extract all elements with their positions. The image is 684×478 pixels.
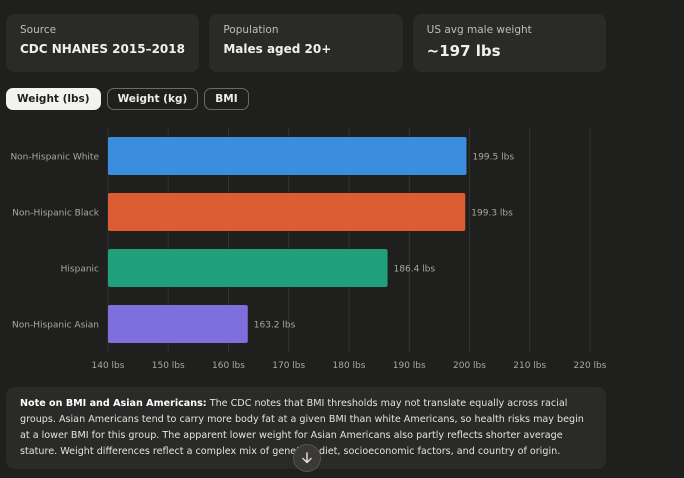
x-tick-label: 190 lbs — [393, 361, 426, 371]
stat-cards: Source CDC NHANES 2015–2018 Population M… — [6, 14, 606, 72]
weight-bar-chart: 140 lbs 150 lbs 160 lbs 170 lbs 180 lbs 190 l… — [10, 128, 607, 371]
category-label: Hispanic — [61, 265, 99, 275]
stat-card-avg-weight: US avg male weight ~197 lbs — [412, 14, 606, 72]
x-tick-label: 180 lbs — [333, 361, 366, 371]
stat-card-source: Source CDC NHANES 2015–2018 — [6, 14, 200, 72]
value-label: 186.4 lbs — [394, 265, 436, 275]
tab-bmi[interactable]: BMI — [204, 88, 249, 110]
note-title: Note on BMI and Asian Americans: — [20, 398, 207, 409]
stat-label: US avg male weight — [426, 24, 532, 36]
scroll-down-button[interactable] — [293, 444, 321, 472]
metric-tabs: Weight (lbs) Weight (kg) BMI — [6, 88, 249, 110]
x-tick-label: 150 lbs — [152, 361, 185, 371]
x-tick-label: 210 lbs — [513, 361, 546, 371]
stat-value: ~197 lbs — [426, 42, 501, 60]
category-label: Non-Hispanic White — [10, 153, 99, 163]
category-label: Non-Hispanic Asian — [12, 321, 99, 331]
bmi-note: Note on BMI and Asian Americans: The CDC… — [6, 387, 606, 469]
x-tick-label: 160 lbs — [212, 361, 245, 371]
x-tick-label: 170 lbs — [272, 361, 305, 371]
bar — [108, 305, 248, 343]
x-tick-label: 200 lbs — [453, 361, 486, 371]
x-tick-label: 140 lbs — [92, 361, 125, 371]
stat-label: Source — [20, 24, 57, 36]
x-tick-label: 220 lbs — [574, 361, 607, 371]
category-label: Non-Hispanic Black — [12, 209, 100, 219]
stat-card-population: Population Males aged 20+ — [209, 14, 403, 72]
bar — [108, 193, 466, 231]
tab-weight-lbs[interactable]: Weight (lbs) — [6, 88, 101, 110]
bar — [108, 249, 388, 287]
stat-value: CDC NHANES 2015–2018 — [20, 42, 185, 56]
value-label: 163.2 lbs — [254, 321, 296, 331]
bar — [108, 137, 467, 175]
value-label: 199.5 lbs — [472, 153, 514, 163]
tab-weight-kg[interactable]: Weight (kg) — [106, 88, 199, 110]
note-body: The CDC notes that BMI thresholds may no… — [20, 398, 584, 457]
stat-value: Males aged 20+ — [223, 42, 332, 56]
arrow-down-icon — [302, 452, 312, 464]
stat-label: Population — [223, 24, 279, 36]
value-label: 199.3 lbs — [471, 209, 513, 219]
